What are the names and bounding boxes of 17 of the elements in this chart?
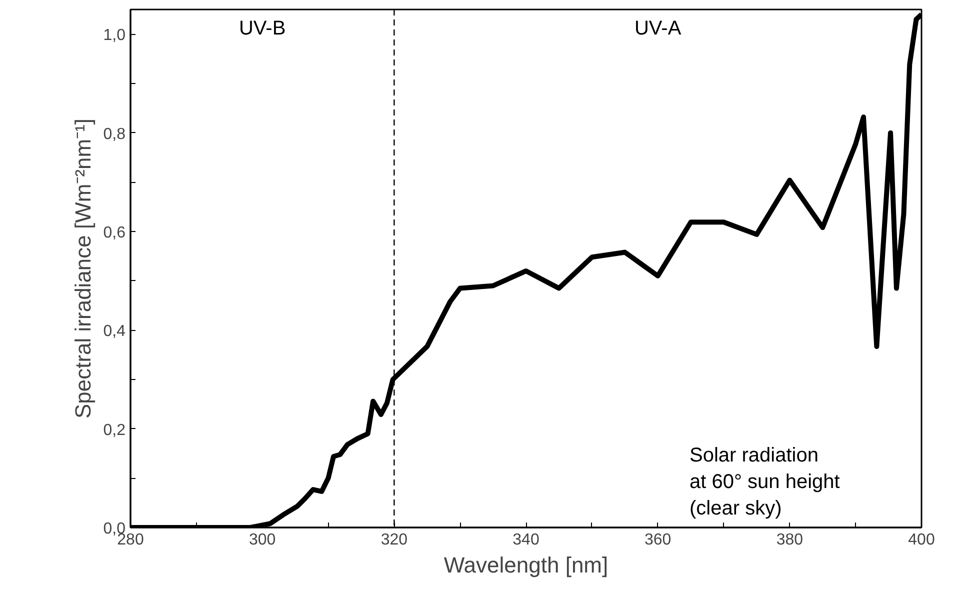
x-tick-label: 380 xyxy=(776,532,804,548)
y-tick-label: 1,0 xyxy=(103,27,126,44)
x-axis-title: Wavelength [nm] xyxy=(444,552,608,578)
annotation: Solar radiation at 60° sun height (clear sky) xyxy=(690,444,840,520)
y-tick-label: 0,6 xyxy=(103,224,126,242)
y-tick-label: 0,8 xyxy=(103,126,126,143)
x-tick-label: 340 xyxy=(512,532,540,548)
x-tick-label: 360 xyxy=(644,532,672,548)
annotation: UV-B xyxy=(238,18,286,40)
x-tick-label: 400 xyxy=(908,532,935,548)
y-axis-title: Spectral irradiance [Wm⁻²nm⁻¹] xyxy=(70,118,96,419)
y-tick-label: 0,4 xyxy=(103,323,126,340)
x-tick-label: 320 xyxy=(380,532,408,548)
x-tick-label: 280 xyxy=(117,532,144,548)
annotation: UV-A xyxy=(634,18,682,40)
x-tick-label: 300 xyxy=(248,532,276,548)
y-tick-label: 0,2 xyxy=(103,422,126,439)
